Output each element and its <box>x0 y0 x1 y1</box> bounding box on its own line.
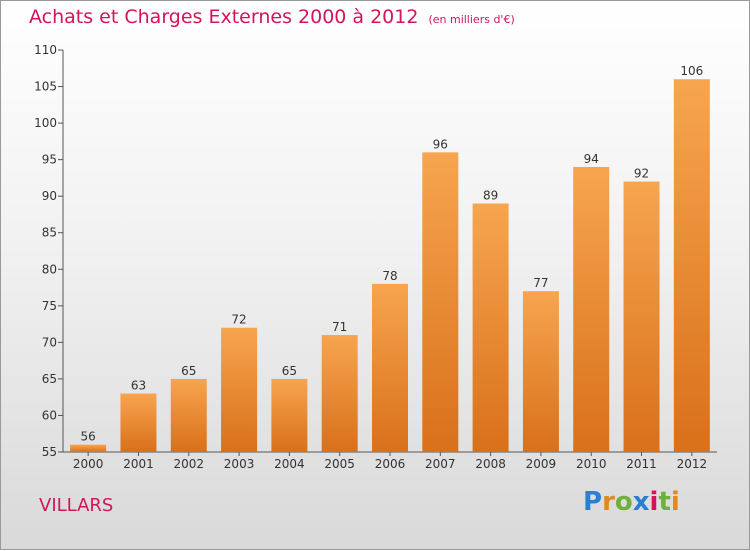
bar <box>673 79 710 453</box>
y-tick-label: 70 <box>42 335 57 349</box>
chart-unit: (en milliers d'€) <box>428 13 515 26</box>
logo-letter: x <box>632 487 650 517</box>
chart-title-text: Achats et Charges Externes 2000 à 2012 <box>29 6 419 28</box>
y-tick-label: 80 <box>42 262 57 276</box>
bar-value-label: 78 <box>382 269 397 283</box>
logo-letter: r <box>602 487 615 517</box>
bar <box>221 327 258 452</box>
logo-letter: i <box>649 487 659 517</box>
y-tick-label: 85 <box>42 226 57 240</box>
logo-letter: i <box>670 487 680 517</box>
x-tick-label: 2005 <box>324 457 355 471</box>
x-tick-label: 2008 <box>475 457 506 471</box>
logo-letter: o <box>614 487 633 517</box>
bar <box>170 378 207 452</box>
bar <box>422 152 459 452</box>
x-tick-label: 2003 <box>224 457 255 471</box>
y-tick-label: 55 <box>42 445 57 459</box>
y-tick-label: 100 <box>34 116 57 130</box>
y-tick-label: 95 <box>42 153 57 167</box>
bar <box>321 335 358 452</box>
bar <box>522 291 559 452</box>
y-tick-label: 60 <box>42 408 57 422</box>
x-tick-label: 2007 <box>425 457 456 471</box>
x-tick-label: 2004 <box>274 457 305 471</box>
y-tick-label: 75 <box>42 299 57 313</box>
bar-value-label: 65 <box>282 364 297 378</box>
bar <box>372 283 408 452</box>
x-tick-label: 2011 <box>626 457 657 471</box>
bar-value-label: 77 <box>533 276 548 290</box>
bar <box>271 378 308 452</box>
x-tick-label: 2006 <box>375 457 406 471</box>
bar <box>120 393 157 452</box>
x-tick-label: 2010 <box>576 457 607 471</box>
y-tick-label: 110 <box>34 43 57 57</box>
x-tick-label: 2009 <box>526 457 557 471</box>
logo-letter: t <box>658 487 671 517</box>
bar <box>70 444 107 452</box>
bar-value-label: 65 <box>181 364 196 378</box>
x-tick-label: 2001 <box>123 457 154 471</box>
proxiti-logo: Proxiti <box>583 487 680 517</box>
bar-value-label: 89 <box>483 188 498 202</box>
bar-value-label: 92 <box>634 167 649 181</box>
bar-value-label: 94 <box>584 152 599 166</box>
logo-letter: P <box>583 487 603 517</box>
bar-value-label: 106 <box>680 64 703 78</box>
x-tick-label: 2012 <box>677 457 708 471</box>
bar <box>623 181 660 452</box>
city-name: VILLARS <box>39 495 114 516</box>
bar-value-label: 56 <box>81 430 96 444</box>
chart-title: Achats et Charges Externes 2000 à 2012 (e… <box>29 6 515 28</box>
y-tick-label: 90 <box>42 189 57 203</box>
x-tick-label: 2002 <box>173 457 204 471</box>
x-tick-label: 2000 <box>73 457 104 471</box>
y-tick-label: 65 <box>42 372 57 386</box>
bar-value-label: 72 <box>231 313 246 327</box>
bar-value-label: 71 <box>332 320 347 334</box>
bar <box>573 166 610 453</box>
y-tick-label: 105 <box>34 80 57 94</box>
bar-value-label: 96 <box>433 137 448 151</box>
bar <box>472 203 509 452</box>
bar-value-label: 63 <box>131 379 146 393</box>
